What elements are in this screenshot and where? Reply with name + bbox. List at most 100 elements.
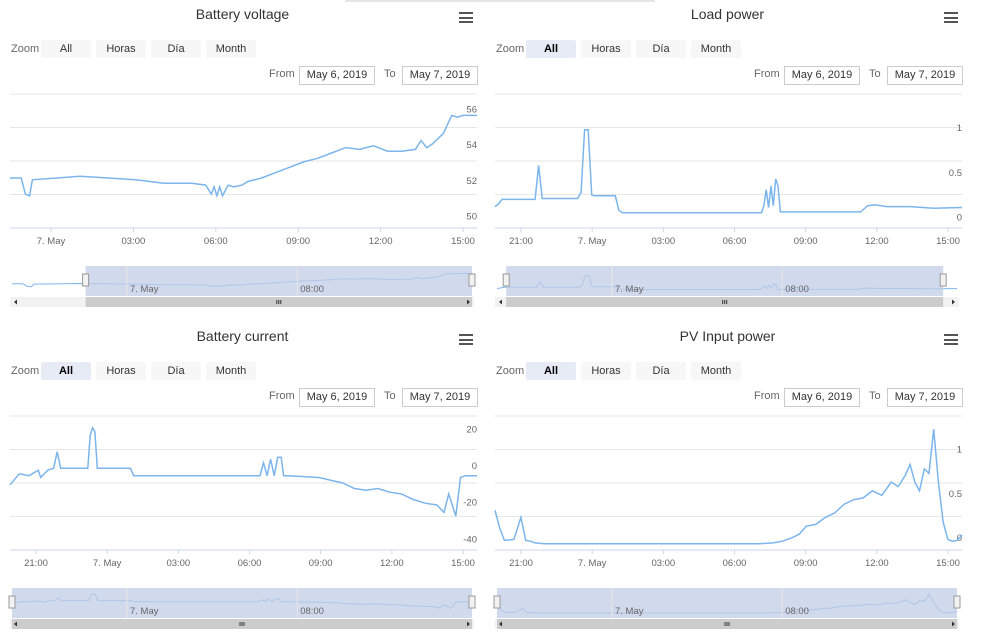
y-tick-label: 20 [466, 424, 477, 435]
x-tick-label: 21:00 [509, 236, 533, 247]
zoom-label: Zoom [11, 365, 40, 377]
chart-title: Load power [690, 6, 765, 22]
menu-bar [944, 16, 958, 19]
x-tick-label: 06:00 [238, 558, 262, 569]
navigator-selection[interactable] [12, 588, 472, 618]
navigator-handle[interactable] [502, 273, 510, 287]
menu-bar [459, 334, 473, 336]
x-tick-label: 12:00 [865, 236, 889, 247]
hamburger-menu-icon[interactable] [459, 12, 473, 23]
chart-title: Battery voltage [195, 6, 290, 22]
navigator-tick-label: 7. May [615, 606, 644, 617]
zoom-button-2[interactable]: Día [151, 40, 201, 58]
zoom-button-2[interactable]: Día [636, 362, 686, 380]
to-date-input[interactable]: May 7, 2019 [402, 388, 478, 407]
x-tick-label: 15:00 [936, 558, 960, 569]
line-chart: 50 52 54 56 7. May 03:00 06:00 09:00 12:00 15:00 7… [10, 93, 477, 307]
navigator[interactable]: 7. May 08:00 [8, 588, 476, 618]
zoom-button-0[interactable]: All [41, 362, 91, 380]
navigator-handle[interactable] [82, 273, 90, 287]
navigator-handle[interactable] [468, 273, 476, 287]
menu-bar [944, 12, 958, 14]
scrollbar[interactable] [10, 619, 474, 629]
from-label: From [269, 390, 295, 402]
navigator-selection[interactable] [497, 588, 957, 618]
scroll-left-arrow-icon[interactable] [14, 621, 17, 627]
y-tick-label: 56 [466, 104, 477, 115]
navigator[interactable]: 7. May 08:00 [493, 588, 961, 618]
panel-pv-input-power: PV Input power Zoom All Horas Día Month From Ma… [485, 322, 970, 637]
panel-load-power: Load power Zoom All Horas Día Month From May 6,… [485, 0, 970, 315]
y-tick-label: 0.5 [949, 489, 962, 500]
x-tick-label: 15:00 [451, 236, 475, 247]
scrollbar[interactable] [10, 297, 474, 307]
navigator-selection[interactable] [506, 266, 944, 296]
navigator-handle[interactable] [953, 595, 961, 609]
scroll-right-arrow-icon[interactable] [467, 621, 470, 627]
from-date-input[interactable]: May 6, 2019 [299, 66, 375, 85]
scroll-right-arrow-icon[interactable] [952, 299, 955, 305]
scroll-left-arrow-icon[interactable] [499, 299, 502, 305]
zoom-button-2[interactable]: Día [151, 362, 201, 380]
from-date-input[interactable]: May 6, 2019 [784, 66, 860, 85]
from-label: From [754, 390, 780, 402]
x-tick-label: 03:00 [651, 236, 675, 247]
from-date-input[interactable]: May 6, 2019 [784, 388, 860, 407]
hamburger-menu-icon[interactable] [944, 12, 958, 23]
navigator[interactable]: 7. May 08:00 [12, 266, 476, 296]
menu-bar [944, 338, 958, 341]
to-date-input[interactable]: May 7, 2019 [887, 66, 963, 85]
scrollbar[interactable] [495, 297, 959, 307]
x-tick-label: 03:00 [122, 236, 146, 247]
to-label: To [869, 390, 881, 402]
zoom-button-0[interactable]: All [526, 40, 576, 58]
line-chart: -40 -20 0 20 21:00 7. May 03:00 06:00 09:00 12:00… [8, 415, 477, 629]
panel-battery-current: Battery current Zoom All Horas Día Month From M… [0, 322, 485, 637]
x-tick-label: 09:00 [794, 558, 818, 569]
x-tick-label: 03:00 [166, 558, 190, 569]
zoom-button-1[interactable]: Horas [96, 40, 146, 58]
panel-battery-voltage: Battery voltage Zoom All Horas Día Month From M… [0, 0, 485, 315]
navigator-handle[interactable] [8, 595, 16, 609]
x-tick-label: 15:00 [451, 558, 475, 569]
navigator-tick-label: 7. May [615, 284, 644, 295]
x-tick-label: 06:00 [723, 236, 747, 247]
scroll-left-arrow-icon[interactable] [14, 299, 17, 305]
zoom-button-3[interactable]: Month [691, 362, 741, 380]
scroll-right-arrow-icon[interactable] [467, 299, 470, 305]
zoom-button-3[interactable]: Month [206, 362, 256, 380]
scroll-left-arrow-icon[interactable] [499, 621, 502, 627]
zoom-button-3[interactable]: Month [206, 40, 256, 58]
zoom-button-1[interactable]: Horas [581, 40, 631, 58]
from-label: From [269, 68, 295, 80]
zoom-button-1[interactable]: Horas [581, 362, 631, 380]
navigator-handle[interactable] [939, 273, 947, 287]
menu-bar [459, 338, 473, 341]
hamburger-menu-icon[interactable] [459, 334, 473, 345]
scrollbar[interactable] [495, 619, 959, 629]
hamburger-menu-icon[interactable] [944, 334, 958, 345]
chart-title: Battery current [196, 328, 289, 344]
zoom-button-0[interactable]: All [526, 362, 576, 380]
zoom-button-2[interactable]: Día [636, 40, 686, 58]
navigator-handle[interactable] [468, 595, 476, 609]
x-tick-label: 09:00 [286, 236, 310, 247]
scroll-right-arrow-icon[interactable] [952, 621, 955, 627]
to-label: To [869, 68, 881, 80]
from-date-input[interactable]: May 6, 2019 [299, 388, 375, 407]
navigator[interactable]: 7. May 08:00 [496, 266, 958, 296]
x-tick-label: 7. May [578, 558, 607, 569]
navigator-handle[interactable] [493, 595, 501, 609]
zoom-button-3[interactable]: Month [691, 40, 741, 58]
y-tick-label: 50 [466, 212, 477, 223]
zoom-button-1[interactable]: Horas [96, 362, 146, 380]
to-date-input[interactable]: May 7, 2019 [887, 388, 963, 407]
navigator-selection[interactable] [85, 266, 472, 296]
navigator-tick-label: 08:00 [785, 606, 809, 617]
top-divider [345, 0, 655, 2]
x-tick-label: 06:00 [204, 236, 228, 247]
zoom-button-0[interactable]: All [41, 40, 91, 58]
to-date-input[interactable]: May 7, 2019 [402, 66, 478, 85]
y-tick-label: 54 [466, 140, 477, 151]
